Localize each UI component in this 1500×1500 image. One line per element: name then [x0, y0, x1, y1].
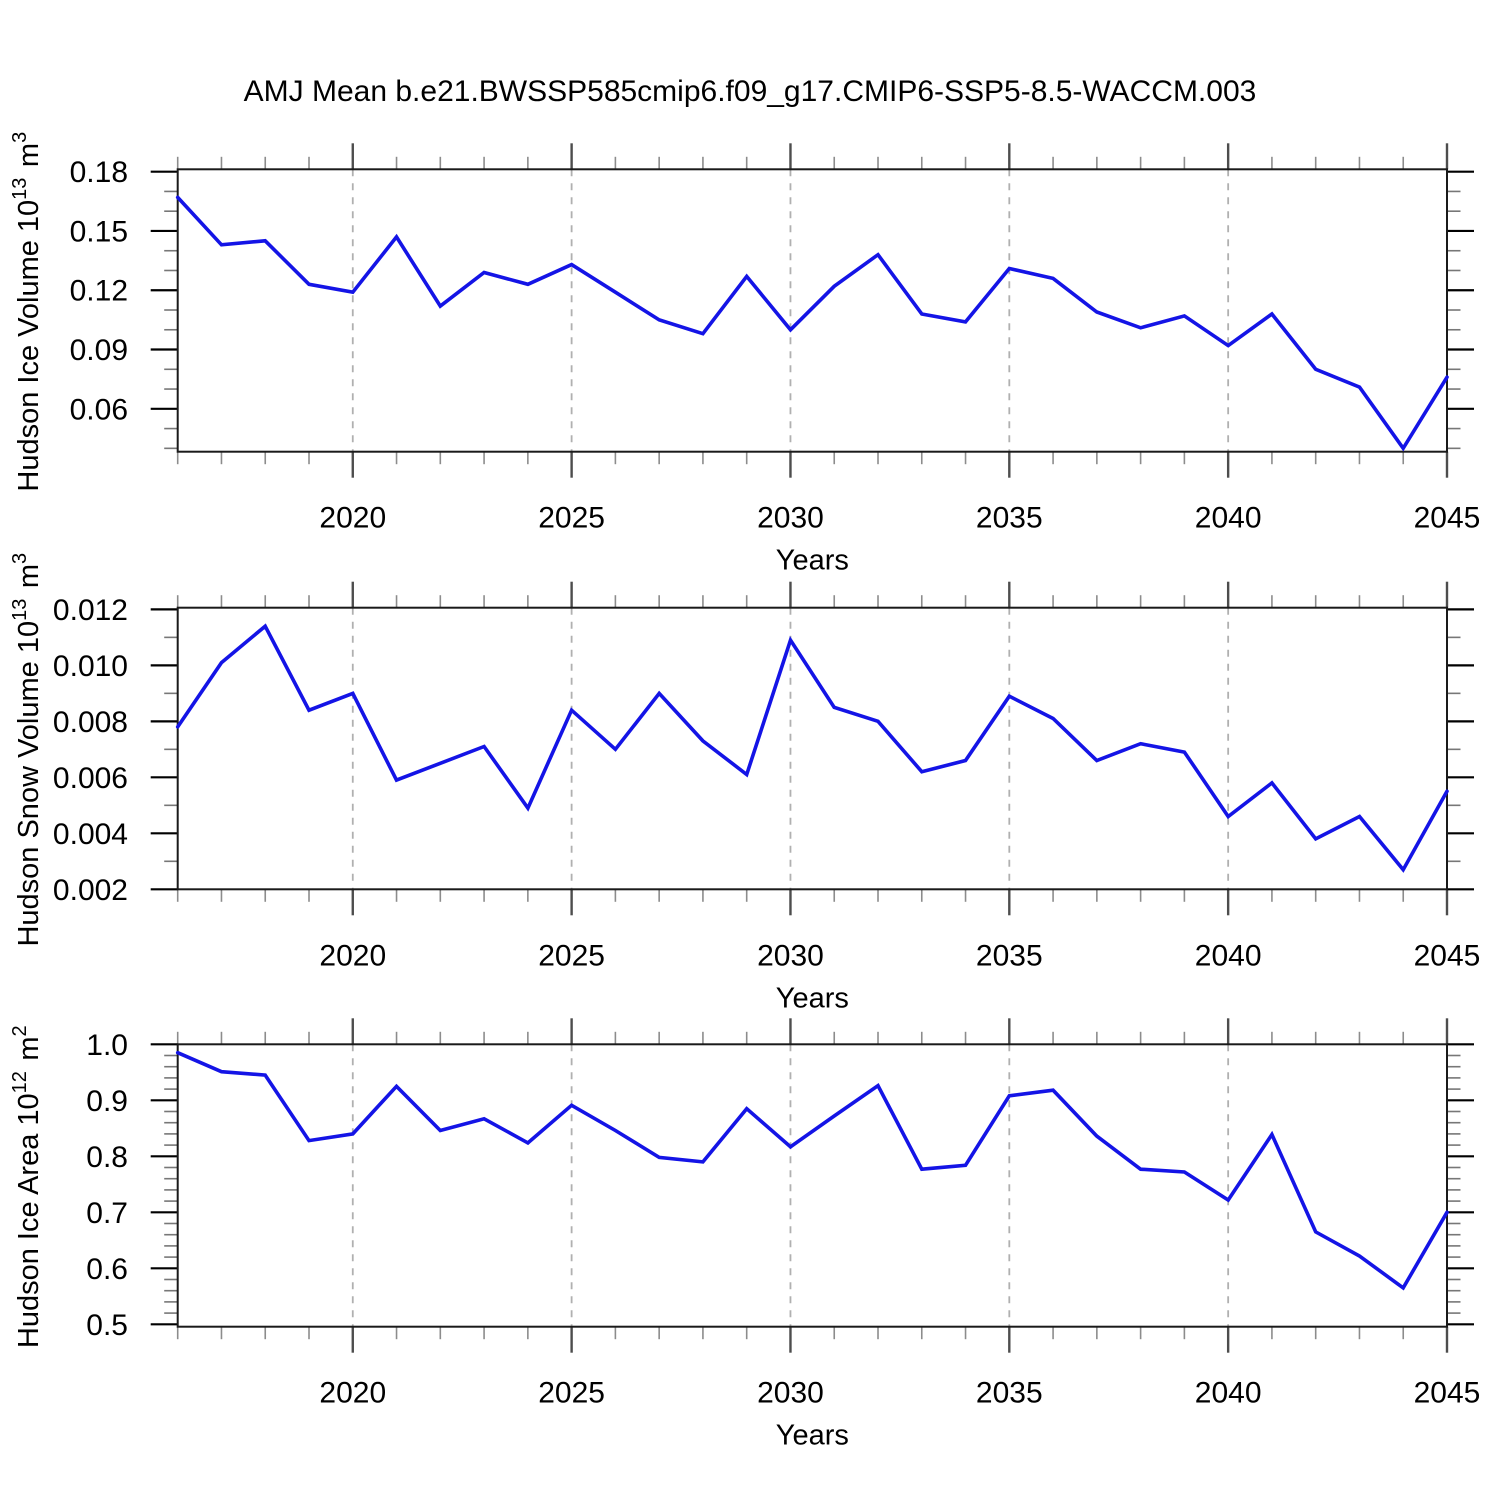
y-tick-label: 0.8 [86, 1141, 128, 1174]
x-tick-label: 2020 [319, 939, 386, 972]
y-tick-label: 0.006 [53, 762, 128, 795]
panel-0: 2020 2025 2030 2035 2040 2045 Years 0.06 0.09 0.1… [9, 129, 1481, 577]
series-line [175, 195, 1449, 452]
x-tick-label: 2040 [1195, 1377, 1262, 1410]
axis-frame [176, 1043, 1449, 1328]
axis-frame [176, 606, 1449, 891]
x-tick-label: 2035 [976, 939, 1043, 972]
x-tick-label: 2020 [319, 1377, 386, 1410]
series-line [175, 623, 1449, 873]
x-tick-label: 2040 [1195, 939, 1262, 972]
panel-1: 2020 2025 2030 2035 2040 2045 Years 0.002 0.004 0… [9, 550, 1481, 1014]
x-tick-label: 2045 [1414, 939, 1481, 972]
y-tick-label: 0.18 [70, 156, 128, 189]
y-tick-label: 0.6 [86, 1253, 128, 1286]
x-axis-title: Years [776, 545, 849, 577]
y-tick-label: 0.004 [53, 818, 128, 851]
y-tick-label: 0.008 [53, 706, 128, 739]
y-tick-label: 0.12 [70, 275, 128, 308]
panel-2: 2020 2025 2030 2035 2040 2045 Years 0.5 0.6 0.7 0.… [9, 1018, 1481, 1452]
y-tick-label: 0.5 [86, 1309, 128, 1342]
x-tick-label: 2030 [757, 502, 824, 535]
x-tick-label: 2035 [976, 502, 1043, 535]
x-axis-title: Years [776, 982, 849, 1014]
y-tick-label: 0.15 [70, 215, 128, 248]
x-tick-label: 2040 [1195, 502, 1262, 535]
x-tick-label: 2025 [538, 502, 605, 535]
x-tick-label: 2025 [538, 1377, 605, 1410]
x-tick-label: 2045 [1414, 502, 1481, 535]
y-tick-label: 0.012 [53, 594, 128, 627]
axis-frame [176, 168, 1449, 453]
y-tick-label: 0.7 [86, 1197, 128, 1230]
y-tick-label: 0.9 [86, 1085, 128, 1118]
x-tick-label: 2020 [319, 502, 386, 535]
y-tick-label: 0.06 [70, 393, 128, 426]
y-axis-title: Hudson Ice Area 1012 m2 [9, 1023, 45, 1348]
chart-title: AMJ Mean b.e21.BWSSP585cmip6.f09_g17.CMI… [243, 75, 1257, 108]
y-tick-label: 1.0 [86, 1029, 128, 1062]
x-tick-label: 2025 [538, 939, 605, 972]
y-tick-label: 0.010 [53, 650, 128, 683]
x-axis-title: Years [776, 1420, 849, 1452]
y-axis-title: Hudson Ice Volume 1013 m3 [9, 129, 45, 491]
series-line [175, 1050, 1449, 1291]
x-tick-label: 2035 [976, 1377, 1043, 1410]
x-tick-label: 2045 [1414, 1377, 1481, 1410]
y-tick-label: 0.002 [53, 874, 128, 907]
x-tick-label: 2030 [757, 939, 824, 972]
y-tick-label: 0.09 [70, 334, 128, 367]
x-tick-label: 2030 [757, 1377, 824, 1410]
y-axis-title: Hudson Snow Volume 1013 m3 [9, 550, 45, 946]
